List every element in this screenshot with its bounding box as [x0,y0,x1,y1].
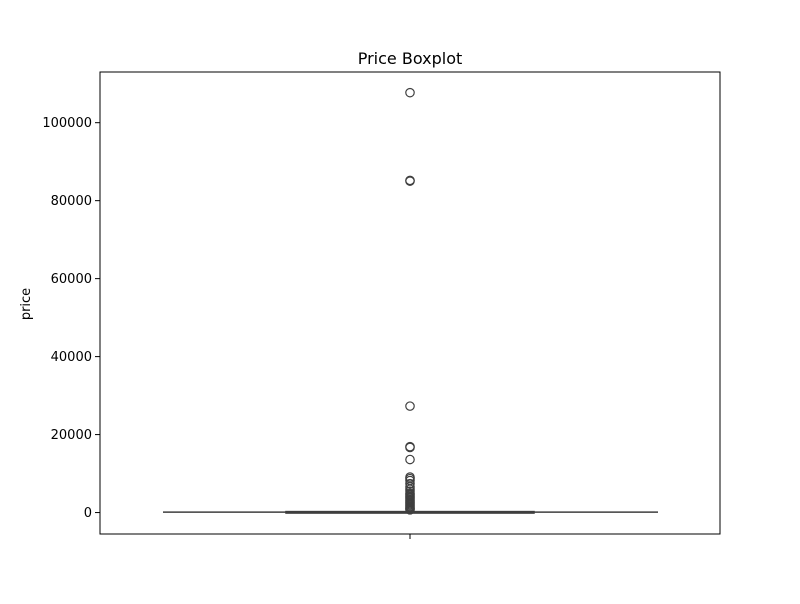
y-tick-label: 100000 [42,116,92,131]
plot-area [163,87,658,515]
axes-frame [99,71,721,535]
outlier-point [405,454,415,465]
outlier-point [405,478,415,489]
y-axis-label: price [19,288,34,320]
y-tick-label: 0 [84,506,92,521]
outlier-point [405,176,415,186]
outlier-point [405,87,415,98]
outlier-point [405,442,415,453]
axes: 0 20000 40000 60000 80000 100000 [42,71,721,539]
y-tick-label: 40000 [51,350,92,365]
y-tick-label: 60000 [51,272,92,287]
y-tick-label: 20000 [51,428,92,443]
chart-title: Price Boxplot [358,49,463,68]
outlier-point [405,401,415,411]
outlier-point [405,505,415,515]
y-tick-label: 80000 [51,194,92,209]
